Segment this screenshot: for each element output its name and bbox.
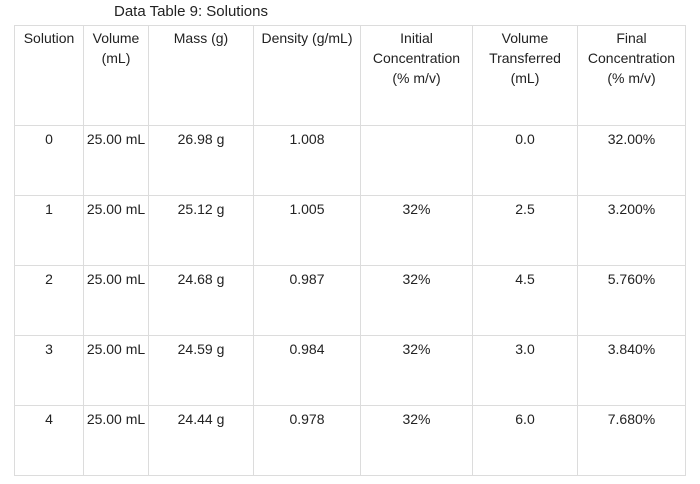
header-cell: Density (g/mL) — [253, 25, 361, 126]
table-cell: 1 — [14, 195, 84, 266]
data-table: Solution Volume (mL) Mass (g) Density (g/mL… — [14, 25, 686, 476]
table-row: 3 25.00 mL 24.59 g 0.984 32% 3.0 3.840% — [14, 335, 686, 406]
table-title: Data Table 9: Solutions — [114, 3, 268, 20]
table-row: 2 25.00 mL 24.68 g 0.987 32% 4.5 5.760% — [14, 265, 686, 336]
table-cell: 32.00% — [577, 125, 686, 196]
table-cell: 3 — [14, 335, 84, 406]
table-cell: 6.0 — [472, 405, 578, 476]
header-cell: Volume (mL) — [83, 25, 149, 126]
table-row: 0 25.00 mL 26.98 g 1.008 0.0 32.00% — [14, 125, 686, 196]
table-cell: 24.44 g — [148, 405, 254, 476]
table-cell: 2 — [14, 265, 84, 336]
table-cell: 32% — [360, 195, 473, 266]
table-cell: 0.987 — [253, 265, 361, 336]
table-cell: 3.840% — [577, 335, 686, 406]
table-cell: 4.5 — [472, 265, 578, 336]
table-cell: 25.00 mL — [83, 335, 149, 406]
table-cell: 25.00 mL — [83, 265, 149, 336]
table-cell: 32% — [360, 265, 473, 336]
table-cell: 25.00 mL — [83, 405, 149, 476]
table-cell: 1.005 — [253, 195, 361, 266]
header-cell: Final Concentration (% m/v) — [577, 25, 686, 126]
header-cell: Volume Transferred (mL) — [472, 25, 578, 126]
table-cell: 0.978 — [253, 405, 361, 476]
table-cell: 32% — [360, 405, 473, 476]
table-row: 4 25.00 mL 24.44 g 0.978 32% 6.0 7.680% — [14, 405, 686, 476]
table-cell: 5.760% — [577, 265, 686, 336]
table-cell: 2.5 — [472, 195, 578, 266]
table-cell: 26.98 g — [148, 125, 254, 196]
header-cell: Initial Concentration (% m/v) — [360, 25, 473, 126]
table-cell: 32% — [360, 335, 473, 406]
table-cell: 0.0 — [472, 125, 578, 196]
header-cell: Mass (g) — [148, 25, 254, 126]
table-cell: 0 — [14, 125, 84, 196]
table-cell: 25.12 g — [148, 195, 254, 266]
table-body: 0 25.00 mL 26.98 g 1.008 0.0 32.00% 1 25.00 mL 2… — [14, 125, 686, 476]
table-cell: 25.00 mL — [83, 125, 149, 196]
table-cell: 4 — [14, 405, 84, 476]
table-cell: 25.00 mL — [83, 195, 149, 266]
table-cell — [360, 125, 473, 196]
table-row: 1 25.00 mL 25.12 g 1.005 32% 2.5 3.200% — [14, 195, 686, 266]
table-cell: 24.68 g — [148, 265, 254, 336]
table-cell: 24.59 g — [148, 335, 254, 406]
header-row: Solution Volume (mL) Mass (g) Density (g/mL… — [14, 25, 686, 126]
header-cell: Solution — [14, 25, 84, 126]
table-cell: 7.680% — [577, 405, 686, 476]
table-cell: 3.0 — [472, 335, 578, 406]
table-cell: 0.984 — [253, 335, 361, 406]
table-cell: 3.200% — [577, 195, 686, 266]
table-cell: 1.008 — [253, 125, 361, 196]
